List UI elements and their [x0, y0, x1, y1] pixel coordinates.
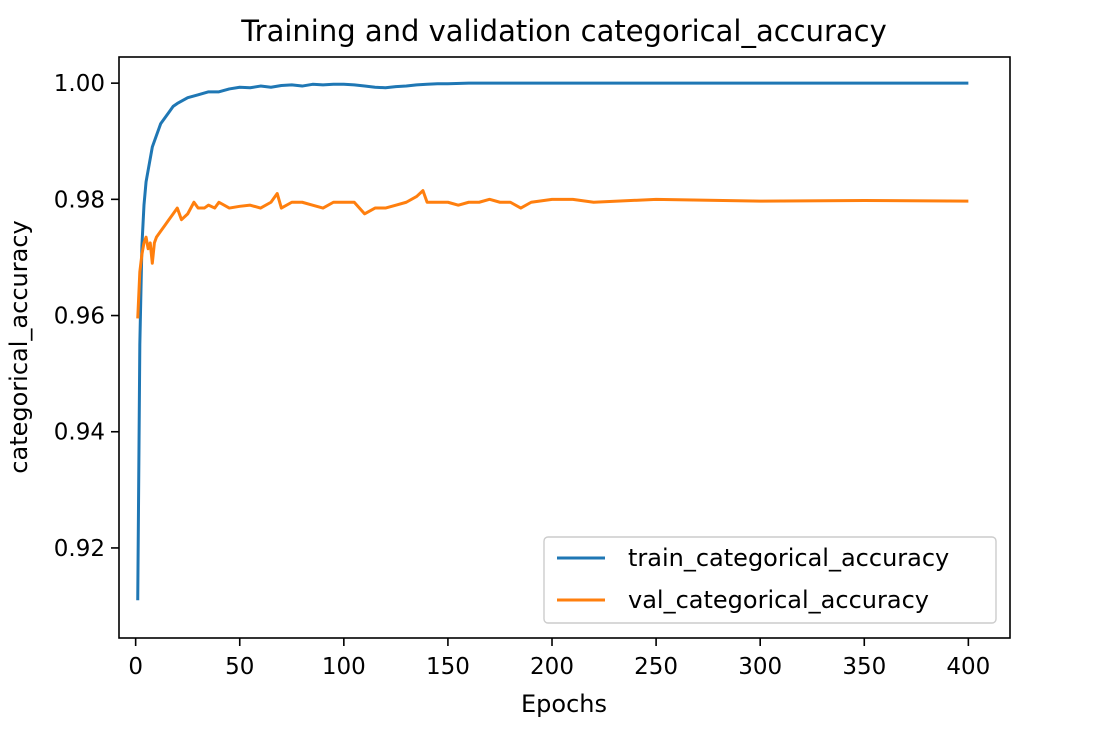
legend: train_categorical_accuracy val_categoric… — [543, 536, 997, 624]
y-axis-label: categorical_accuracy — [5, 220, 33, 473]
y-tick-label: 0.94 — [54, 420, 105, 446]
x-tick-label: 350 — [842, 654, 886, 680]
legend-label-train: train_categorical_accuracy — [628, 544, 949, 572]
x-tick-label: 100 — [322, 654, 366, 680]
y-axis: 0.92 0.94 0.96 0.98 1.00 — [54, 71, 119, 562]
y-tick-label: 1.00 — [54, 71, 105, 97]
y-tick-label: 0.98 — [54, 187, 105, 213]
legend-box — [543, 536, 997, 624]
series-line-val — [136, 189, 969, 319]
x-tick-label: 150 — [426, 654, 470, 680]
x-tick-label: 50 — [225, 654, 254, 680]
x-axis: 0 50 100 150 200 250 300 350 400 — [128, 638, 990, 680]
x-tick-label: 400 — [946, 654, 990, 680]
x-tick-label: 300 — [738, 654, 782, 680]
series-line-train — [136, 81, 969, 601]
legend-label-val: val_categorical_accuracy — [628, 586, 929, 614]
chart-title: Training and validation categorical_accu… — [240, 14, 887, 48]
x-tick-label: 250 — [634, 654, 678, 680]
y-tick-label: 0.92 — [54, 536, 105, 562]
y-tick-label: 0.96 — [54, 304, 105, 330]
x-axis-label: Epochs — [521, 690, 607, 718]
x-tick-label: 0 — [128, 654, 143, 680]
x-tick-label: 200 — [530, 654, 574, 680]
series-layer — [136, 81, 969, 601]
plot-frame — [118, 56, 1011, 639]
